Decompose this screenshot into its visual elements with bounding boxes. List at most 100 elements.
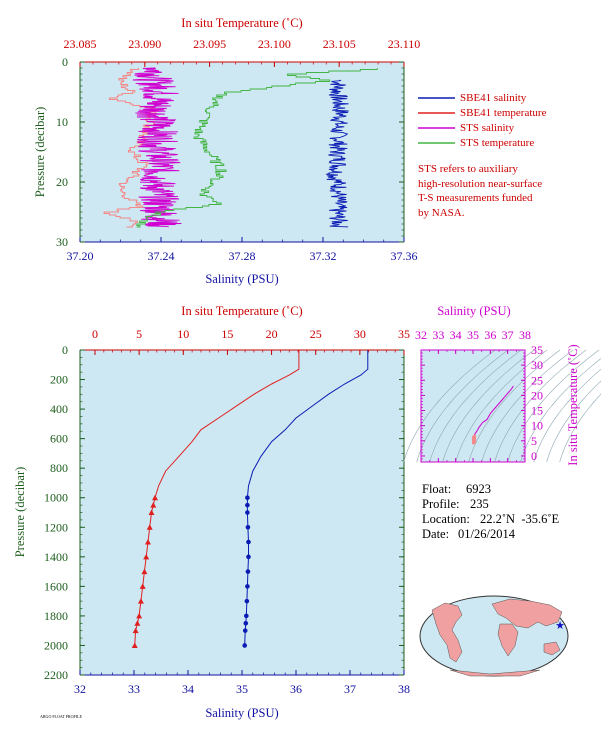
bottom-sal-tick-label: 36 [290, 682, 302, 696]
bottom-pres-tick-label: 1400 [44, 550, 68, 564]
bottom-sal-tick-label: 35 [236, 682, 248, 696]
top-pres-tick-label: 0 [62, 55, 68, 69]
ts-density-contour [442, 349, 535, 463]
sts-note: STS refers to auxiliary high-resolution … [418, 162, 598, 220]
bottom-salinity-point [245, 584, 250, 589]
bottom-pres-tick-label: 0 [62, 343, 68, 357]
bottom-pres-tick-label: 200 [50, 373, 68, 387]
legend-label-sts-temperature: STS temperature [460, 137, 534, 149]
location-value: 22.2˚N -35.6˚E [480, 512, 560, 526]
ts-density-contour [403, 349, 496, 463]
bottom-temperature-point [136, 612, 143, 619]
ts-sal-tick-label: 35 [467, 328, 479, 342]
ts-temp-tick-label: 5 [531, 434, 537, 448]
top-temp-tick-label: 23.090 [128, 37, 161, 51]
ts-density-contour [533, 368, 601, 463]
ts-temp-tick-label: 15 [531, 404, 543, 418]
top-temp-tick-label: 23.085 [64, 37, 97, 51]
bottom-plot-background [80, 350, 404, 675]
bottom-salinity-point [245, 569, 251, 574]
bottom-ticks-group: 0 5 10 15 20 25 30 35 32 33 34 35 36 37 38 0 200 400 600 80… [44, 327, 410, 696]
map-land-americas [431, 602, 463, 663]
top-panel: 23.085 23.090 23.095 23.100 23.105 23.110 37.2… [33, 16, 420, 286]
bottom-temp-tick-label: 0 [92, 327, 98, 341]
bottom-temperature-point [131, 642, 138, 648]
map-land-eurasia [491, 598, 563, 629]
top-temperature-axis-title: In situ Temperature (˚C) [181, 16, 302, 30]
top-pres-tick-label: 30 [56, 235, 68, 249]
bottom-salinity-point [242, 643, 247, 648]
legend: SBE41 salinity SBE41 temperature STS sal… [418, 92, 547, 149]
bottom-temperature-point [144, 539, 151, 545]
bottom-pres-tick-label: 1800 [44, 609, 68, 623]
profile-row: Profile: 235 [422, 497, 559, 512]
ts-density-contour [455, 349, 548, 463]
bottom-pressure-axis-title: Pressure (decibar) [13, 467, 27, 558]
ts-sal-tick-label: 36 [484, 328, 496, 342]
bottom-pres-tick-label: 800 [50, 461, 68, 475]
profile-value: 235 [470, 497, 489, 511]
bottom-sal-tick-label: 37 [344, 682, 356, 696]
ts-series-group [471, 385, 514, 445]
ts-density-contour [507, 349, 600, 463]
bottom-salinity-point [244, 613, 249, 619]
sts-note-line-3: T-S measurements funded [418, 192, 533, 204]
float-row: Float: 6923 [422, 482, 559, 497]
ts-density-contour [429, 349, 522, 463]
top-series-group [103, 67, 378, 228]
ts-density-contours [403, 349, 601, 463]
bottom-temp-tick-label: 35 [398, 327, 410, 341]
bottom-sal-tick-label: 34 [182, 682, 194, 696]
top-pres-tick-label: 10 [56, 115, 68, 129]
top-series-sts-temperature [136, 68, 378, 228]
legend-label-sbe41-temperature: SBE41 temperature [460, 107, 547, 119]
float-location-star-icon: ★ [555, 620, 565, 632]
world-map: ★ [419, 595, 569, 677]
bottom-pres-tick-label: 400 [50, 402, 68, 416]
top-sal-tick-label: 37.24 [148, 249, 175, 263]
ts-density-contour [416, 349, 509, 463]
ts-point [472, 434, 477, 438]
bottom-salinity-point [246, 554, 251, 560]
top-series-sbe41-salinity [325, 79, 349, 228]
bottom-temperature-point [134, 620, 141, 626]
top-series-sbe41-temperature [103, 68, 157, 228]
legend-label-sts-salinity: STS salinity [460, 122, 515, 134]
bottom-temp-tick-label: 5 [136, 327, 142, 341]
ts-plot-background [421, 350, 525, 462]
bottom-temperature-point [152, 494, 159, 501]
top-sal-tick-label: 37.32 [310, 249, 337, 263]
location-label: Location: [422, 512, 470, 526]
profile-label: Profile: [422, 497, 460, 511]
float-value: 6923 [466, 482, 491, 496]
ts-temp-tick-label: 35 [531, 343, 543, 357]
top-temp-tick-label: 23.105 [323, 37, 356, 51]
ts-density-contour [520, 358, 601, 463]
bottom-temperature-point [150, 502, 157, 508]
bottom-temp-tick-label: 20 [266, 327, 278, 341]
legend-label-sbe41-salinity: SBE41 salinity [460, 92, 527, 104]
top-pres-tick-label: 20 [56, 175, 68, 189]
bottom-pres-tick-label: 2000 [44, 638, 68, 652]
location-row: Location: 22.2˚N -35.6˚E [422, 512, 559, 527]
float-info: Float: 6923 Profile: 235 Location: 22.2˚N -… [422, 482, 559, 542]
bottom-temperature-point [139, 583, 146, 589]
bottom-pres-tick-label: 600 [50, 432, 68, 446]
top-pressure-axis-title: Pressure (decibar) [33, 107, 47, 198]
bottom-temperature-point [132, 627, 139, 634]
ts-temp-tick-label: 10 [531, 419, 543, 433]
ts-density-contour [481, 349, 574, 463]
ts-temp-tick-label: 20 [531, 388, 543, 402]
bottom-salinity-point [242, 628, 248, 633]
ts-sal-tick-label: 33 [432, 328, 444, 342]
bottom-panel: 0 5 10 15 20 25 30 35 32 33 34 35 36 37 38 0 200 400 600 80… [13, 304, 410, 720]
ts-density-contour [546, 380, 601, 463]
ts-salinity-axis-title: Salinity (PSU) [437, 304, 510, 318]
bottom-salinity-point [245, 502, 250, 508]
bottom-salinity-axis-title: Salinity (PSU) [205, 706, 278, 720]
ts-temp-tick-label: 25 [531, 373, 543, 387]
bottom-salinity-point [244, 598, 250, 604]
